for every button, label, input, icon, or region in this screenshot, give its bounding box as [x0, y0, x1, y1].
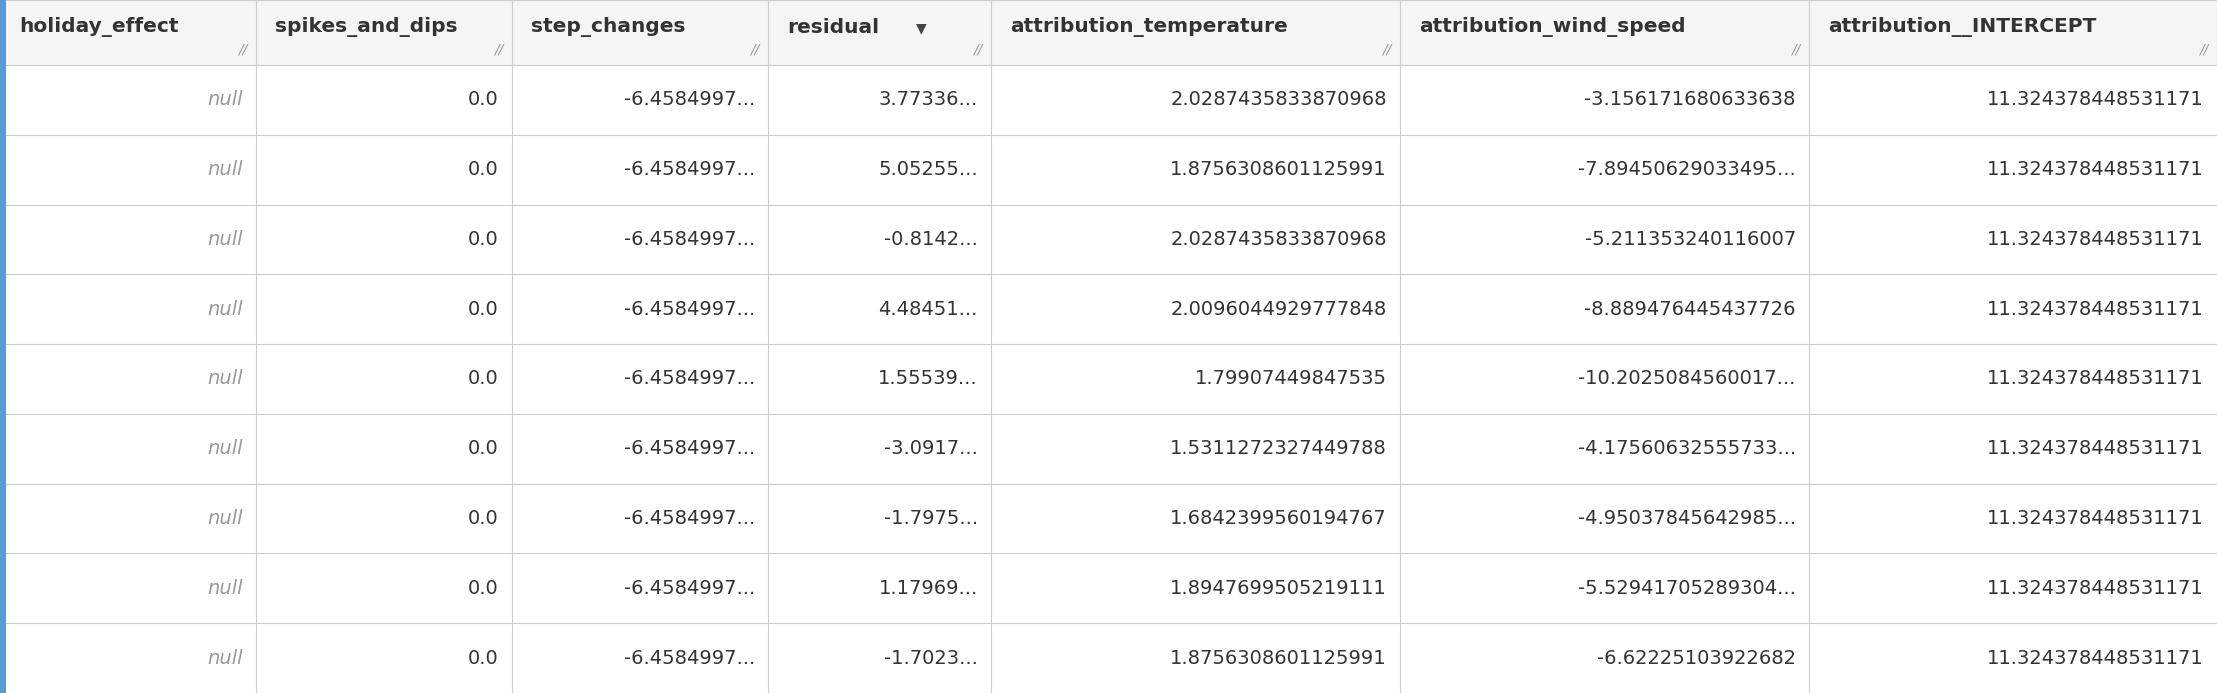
Text: 11.324378448531171: 11.324378448531171	[1986, 439, 2204, 458]
Text: -10.2025084560017...: -10.2025084560017...	[1579, 369, 1796, 389]
Text: 0.0: 0.0	[468, 439, 499, 458]
Bar	[0, 484, 2217, 554]
Text: ▼: ▼	[916, 21, 927, 35]
Text: 1.79907449847535: 1.79907449847535	[1195, 369, 1388, 389]
Text: 11.324378448531171: 11.324378448531171	[1986, 509, 2204, 528]
Text: //: //	[494, 43, 503, 57]
Text: -8.889476445437726: -8.889476445437726	[1585, 299, 1796, 319]
Text: spikes_and_dips: spikes_and_dips	[275, 17, 457, 37]
Text: -6.4584997...: -6.4584997...	[623, 90, 754, 109]
Text: -1.7023...: -1.7023...	[885, 649, 978, 667]
Text: -1.7975...: -1.7975...	[885, 509, 978, 528]
Text: null: null	[206, 509, 244, 528]
Bar	[0, 65, 2217, 134]
Text: 11.324378448531171: 11.324378448531171	[1986, 90, 2204, 109]
Bar	[0, 414, 2217, 484]
Text: 0.0: 0.0	[468, 649, 499, 667]
Bar	[0, 134, 2217, 204]
Text: 1.8947699505219111: 1.8947699505219111	[1171, 579, 1388, 598]
Bar	[0, 344, 2217, 414]
Text: -6.4584997...: -6.4584997...	[623, 160, 754, 179]
Text: 11.324378448531171: 11.324378448531171	[1986, 230, 2204, 249]
Text: 1.5311272327449788: 1.5311272327449788	[1171, 439, 1388, 458]
Text: //: //	[2199, 43, 2208, 57]
Text: 4.48451...: 4.48451...	[878, 299, 978, 319]
Text: 0.0: 0.0	[468, 160, 499, 179]
Text: 5.05255...: 5.05255...	[878, 160, 978, 179]
Text: -6.4584997...: -6.4584997...	[623, 509, 754, 528]
Text: attribution__INTERCEPT: attribution__INTERCEPT	[1827, 17, 2097, 37]
Text: 11.324378448531171: 11.324378448531171	[1986, 369, 2204, 389]
Text: 2.0287435833870968: 2.0287435833870968	[1171, 230, 1388, 249]
Text: //: //	[749, 43, 758, 57]
Text: 1.55539...: 1.55539...	[878, 369, 978, 389]
Text: //: //	[1381, 43, 1392, 57]
Text: 11.324378448531171: 11.324378448531171	[1986, 649, 2204, 667]
Text: null: null	[206, 230, 244, 249]
Text: holiday_effect: holiday_effect	[18, 17, 177, 37]
Text: -4.17560632555733...: -4.17560632555733...	[1579, 439, 1796, 458]
Text: null: null	[206, 369, 244, 389]
Text: -5.52941705289304...: -5.52941705289304...	[1579, 579, 1796, 598]
Bar	[0, 554, 2217, 623]
Text: residual: residual	[787, 18, 880, 37]
Text: -6.4584997...: -6.4584997...	[623, 579, 754, 598]
Text: step_changes: step_changes	[532, 17, 685, 37]
Text: //: //	[973, 43, 982, 57]
Bar	[0, 0, 4, 693]
Text: -4.95037845642985...: -4.95037845642985...	[1579, 509, 1796, 528]
Text: 0.0: 0.0	[468, 369, 499, 389]
Text: //: //	[1791, 43, 1800, 57]
Text: -6.62225103922682: -6.62225103922682	[1596, 649, 1796, 667]
Text: 1.17969...: 1.17969...	[878, 579, 978, 598]
Text: 3.77336...: 3.77336...	[878, 90, 978, 109]
Text: -6.4584997...: -6.4584997...	[623, 649, 754, 667]
Text: null: null	[206, 579, 244, 598]
Text: -0.8142...: -0.8142...	[885, 230, 978, 249]
Text: -6.4584997...: -6.4584997...	[623, 439, 754, 458]
Text: -6.4584997...: -6.4584997...	[623, 369, 754, 389]
Text: 11.324378448531171: 11.324378448531171	[1986, 579, 2204, 598]
Text: 2.0287435833870968: 2.0287435833870968	[1171, 90, 1388, 109]
Text: 0.0: 0.0	[468, 579, 499, 598]
Text: //: //	[237, 43, 248, 57]
Text: 0.0: 0.0	[468, 230, 499, 249]
Text: -6.4584997...: -6.4584997...	[623, 299, 754, 319]
Text: attribution_wind_speed: attribution_wind_speed	[1419, 17, 1685, 37]
Text: -3.156171680633638: -3.156171680633638	[1585, 90, 1796, 109]
Text: 0.0: 0.0	[468, 90, 499, 109]
Bar	[0, 623, 2217, 693]
Text: attribution_temperature: attribution_temperature	[1011, 17, 1288, 37]
Text: null: null	[206, 299, 244, 319]
Text: 11.324378448531171: 11.324378448531171	[1986, 160, 2204, 179]
Text: null: null	[206, 90, 244, 109]
Text: 0.0: 0.0	[468, 299, 499, 319]
Text: 11.324378448531171: 11.324378448531171	[1986, 299, 2204, 319]
Text: 1.8756308601125991: 1.8756308601125991	[1171, 160, 1388, 179]
Text: null: null	[206, 160, 244, 179]
Text: -3.0917...: -3.0917...	[885, 439, 978, 458]
Bar	[0, 274, 2217, 344]
Text: 1.8756308601125991: 1.8756308601125991	[1171, 649, 1388, 667]
Text: null: null	[206, 649, 244, 667]
Bar	[0, 0, 2217, 65]
Text: 2.0096044929777848: 2.0096044929777848	[1171, 299, 1388, 319]
Text: -7.89450629033495...: -7.89450629033495...	[1579, 160, 1796, 179]
Text: -6.4584997...: -6.4584997...	[623, 230, 754, 249]
Text: 1.6842399560194767: 1.6842399560194767	[1171, 509, 1388, 528]
Text: null: null	[206, 439, 244, 458]
Bar	[0, 204, 2217, 274]
Text: -5.211353240116007: -5.211353240116007	[1585, 230, 1796, 249]
Text: 0.0: 0.0	[468, 509, 499, 528]
